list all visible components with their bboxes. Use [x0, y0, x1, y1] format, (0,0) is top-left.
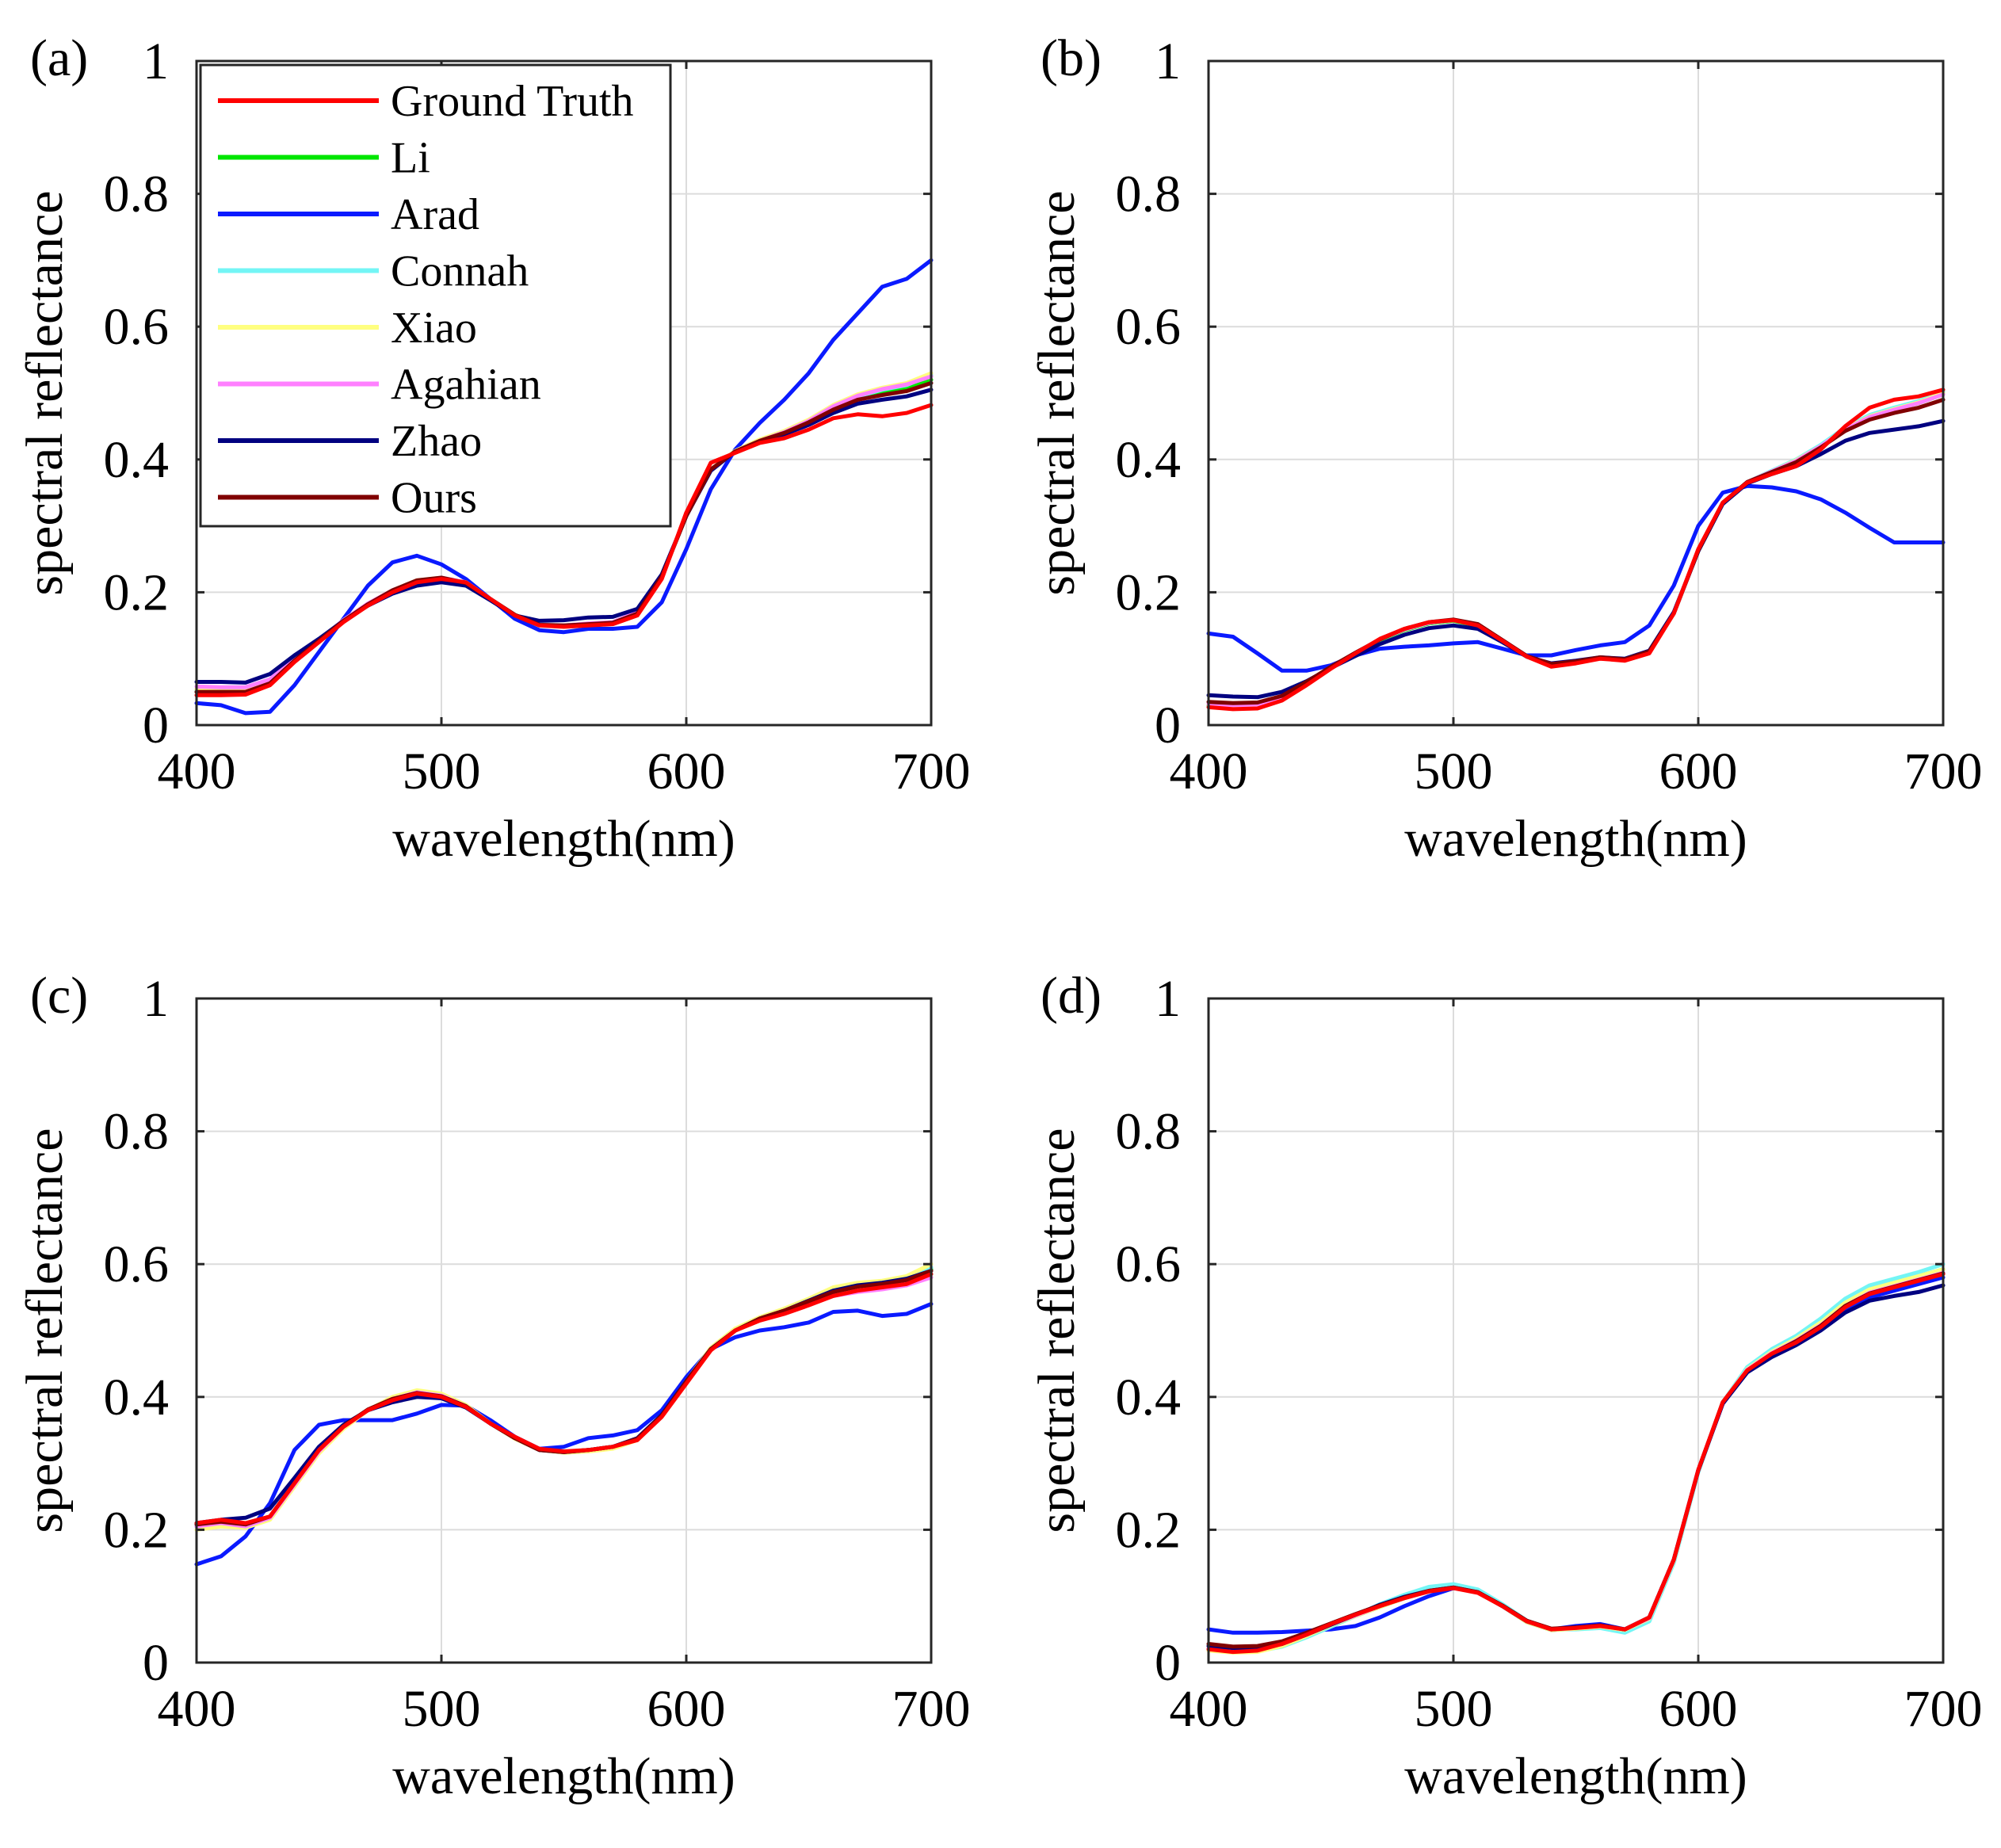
y-tick-label: 0.2: [104, 563, 170, 621]
chart-panel-4: 400 500 600 700 0 0.2 0.4 0.6 0.8 1 wavelength(nm)…: [1028, 967, 1983, 1805]
y-tick-label: 0.4: [104, 431, 170, 489]
y-tick-label: 0.6: [104, 298, 170, 356]
y-tick-label: 0.8: [104, 166, 170, 223]
y-tick-label: 1: [143, 970, 169, 1028]
x-axis-label: wavelength(nm): [1404, 1747, 1747, 1805]
y-tick-label: 0.6: [1116, 298, 1182, 356]
series-line-ground-truth: [1206, 388, 1946, 712]
y-tick-label: 1: [143, 32, 169, 90]
y-tick-label: 0.8: [1116, 1103, 1182, 1161]
x-tick-label: 500: [1415, 1680, 1493, 1738]
chart-panel-3: 400 500 600 700 0 0.2 0.4 0.6 0.8 1 wavelength(nm)…: [16, 967, 971, 1805]
y-axis-label: spectral reflectance: [1028, 1128, 1086, 1533]
x-tick-label: 700: [1904, 1680, 1983, 1738]
x-axis-label: wavelength(nm): [1404, 810, 1747, 868]
x-tick-label: 700: [1904, 743, 1983, 800]
y-tick-label: 0.4: [104, 1369, 170, 1426]
legend-label: Zhao: [391, 417, 482, 466]
y-tick-label: 0.6: [1116, 1235, 1182, 1293]
legend-label: Ours: [391, 474, 477, 523]
plot-frame: [1207, 997, 1945, 1664]
panel-tag: (a): [30, 29, 88, 87]
x-axis-label: wavelength(nm): [392, 810, 735, 868]
plot-area: [1209, 61, 1943, 725]
y-tick-label: 0.6: [104, 1235, 170, 1293]
panel-tag: (b): [1041, 29, 1102, 87]
y-axis-label: spectral reflectance: [16, 190, 74, 595]
x-tick-label: 600: [647, 743, 726, 800]
legend-label: Arad: [391, 190, 479, 239]
y-tick-label: 1: [1155, 970, 1181, 1028]
series-line-arad: [194, 258, 934, 716]
plot-area: [197, 998, 931, 1663]
series-line-arad: [194, 1302, 934, 1567]
legend: Ground Truth Li Arad Connah Xiao Agahian Zhao O…: [199, 63, 672, 528]
x-tick-label: 700: [892, 1680, 971, 1738]
series-line-ground-truth: [194, 1272, 934, 1525]
legend-label: Connah: [391, 247, 529, 296]
y-tick-label: 0.4: [1116, 431, 1182, 489]
x-tick-label: 400: [1170, 743, 1248, 800]
y-axis-label: spectral reflectance: [1028, 190, 1086, 595]
x-tick-label: 600: [1659, 743, 1738, 800]
series-line-ground-truth: [1206, 1272, 1946, 1655]
x-axis-label: wavelength(nm): [392, 1747, 735, 1805]
y-tick-label: 0.4: [1116, 1369, 1182, 1426]
x-tick-label: 600: [647, 1680, 726, 1738]
y-tick-label: 1: [1155, 32, 1181, 90]
legend-label: Agahian: [391, 361, 541, 410]
y-tick-label: 0: [1155, 697, 1181, 754]
x-tick-label: 600: [1659, 1680, 1738, 1738]
y-tick-label: 0.8: [104, 1103, 170, 1161]
y-tick-label: 0.2: [1116, 1501, 1182, 1559]
plot-frame: [195, 59, 933, 727]
legend-label: Li: [391, 134, 430, 183]
x-tick-label: 400: [1170, 1680, 1248, 1738]
plot-frame: [195, 997, 933, 1664]
legend-label: Xiao: [391, 304, 477, 353]
y-tick-label: 0: [143, 1634, 169, 1692]
x-tick-label: 400: [158, 1680, 236, 1738]
y-axis-label: spectral reflectance: [16, 1128, 74, 1533]
y-tick-label: 0.2: [104, 1501, 170, 1559]
panel-tag: (c): [30, 967, 88, 1025]
x-tick-label: 400: [158, 743, 236, 800]
plot-area: [1209, 998, 1943, 1663]
x-tick-label: 500: [403, 1680, 481, 1738]
y-tick-label: 0: [1155, 1634, 1181, 1692]
y-tick-label: 0.8: [1116, 166, 1182, 223]
series-line-ground-truth: [194, 403, 934, 697]
legend-box: [199, 63, 672, 528]
y-tick-label: 0: [143, 697, 169, 754]
x-tick-label: 500: [403, 743, 481, 800]
chart-panel-1: 400 500 600 700 0 0.2 0.4 0.6 0.8 1 wavelength(nm)…: [16, 29, 971, 868]
x-tick-label: 500: [1415, 743, 1493, 800]
chart-panel-2: 400 500 600 700 0 0.2 0.4 0.6 0.8 1 wavelength(nm)…: [1028, 29, 1983, 868]
plot-frame: [1207, 59, 1945, 727]
y-tick-label: 0.2: [1116, 563, 1182, 621]
panel-tag: (d): [1041, 967, 1102, 1025]
legend-label: Ground Truth: [391, 77, 634, 126]
x-tick-label: 700: [892, 743, 971, 800]
